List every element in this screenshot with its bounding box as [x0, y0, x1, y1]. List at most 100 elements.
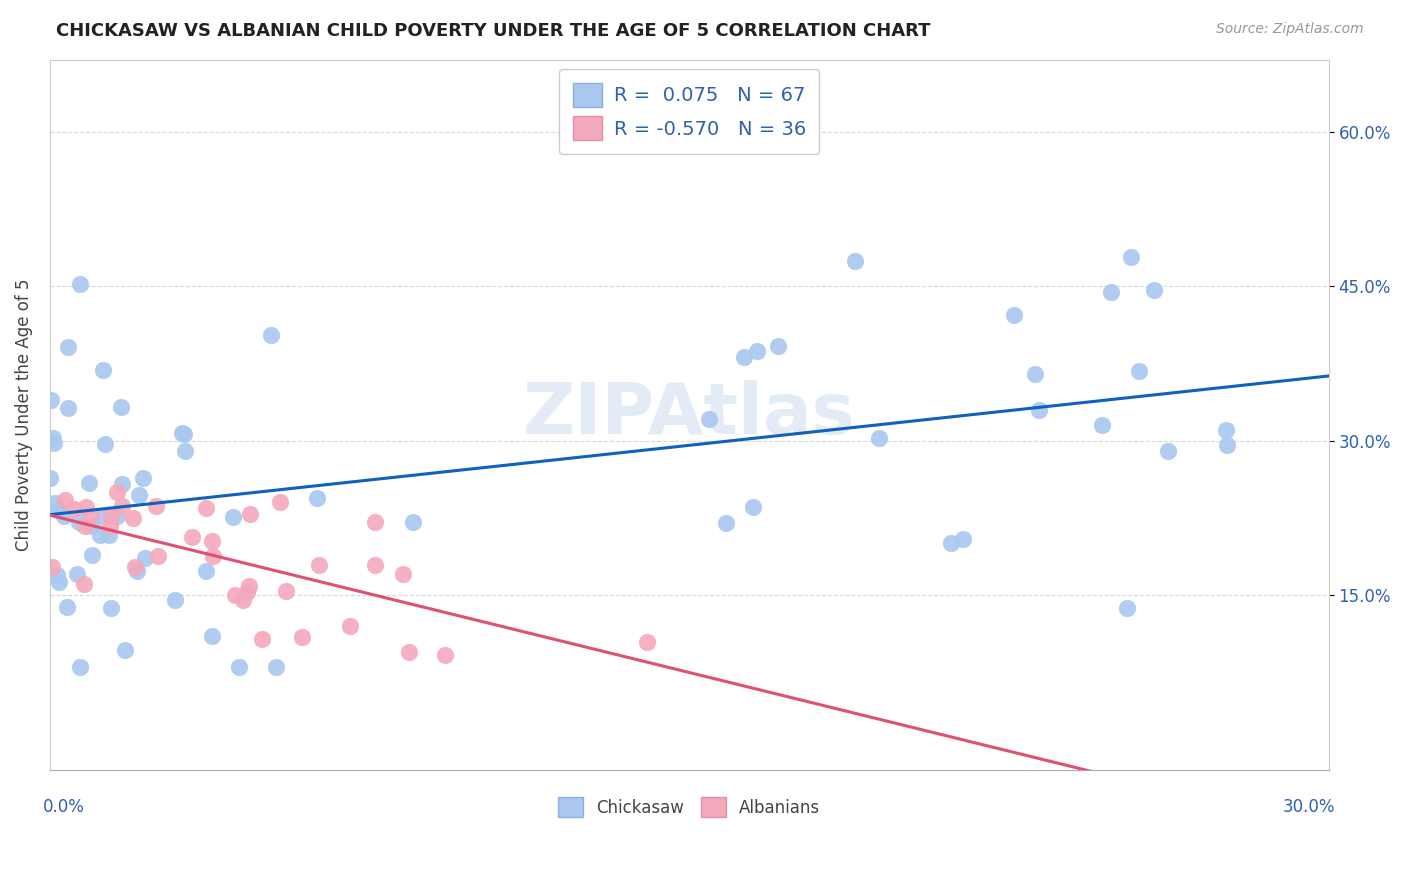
Point — [110, 400, 132, 414]
Point — [714, 516, 737, 530]
Point — [939, 536, 962, 550]
Point — [45, 567, 67, 582]
Point — [250, 632, 273, 647]
Point — [80, 549, 103, 563]
Point — [134, 550, 156, 565]
Point — [89, 528, 111, 542]
Point — [305, 491, 328, 505]
Point — [433, 648, 456, 663]
Point — [100, 508, 122, 523]
Point — [308, 558, 330, 573]
Point — [402, 515, 425, 529]
Point — [55, 600, 77, 615]
Point — [145, 499, 167, 513]
Point — [260, 327, 283, 342]
Point — [228, 660, 250, 674]
Point — [122, 511, 145, 525]
Point — [73, 576, 96, 591]
Text: ZIPAtlas: ZIPAtlas — [523, 380, 855, 450]
Point — [163, 592, 186, 607]
Point — [172, 426, 194, 441]
Point — [58, 340, 80, 354]
Point — [173, 444, 195, 458]
Point — [114, 643, 136, 657]
Point — [53, 492, 76, 507]
Point — [952, 532, 974, 546]
Point — [239, 507, 262, 521]
Point — [48, 574, 70, 589]
Point — [745, 343, 768, 358]
Point — [42, 431, 65, 445]
Point — [844, 254, 866, 268]
Point — [1024, 367, 1046, 381]
Point — [181, 530, 204, 544]
Point — [124, 559, 146, 574]
Point — [269, 495, 291, 509]
Point — [339, 619, 361, 633]
Point — [77, 475, 100, 490]
Text: CHICKASAW VS ALBANIAN CHILD POVERTY UNDER THE AGE OF 5 CORRELATION CHART: CHICKASAW VS ALBANIAN CHILD POVERTY UNDE… — [56, 22, 931, 40]
Point — [91, 362, 114, 376]
Point — [1128, 364, 1150, 378]
Point — [1004, 308, 1026, 322]
Point — [232, 593, 254, 607]
Point — [201, 549, 224, 563]
Point — [1215, 438, 1237, 452]
Point — [100, 601, 122, 615]
Point — [264, 660, 287, 674]
Text: 30.0%: 30.0% — [1282, 798, 1336, 816]
Point — [1121, 250, 1143, 264]
Point — [1099, 285, 1122, 299]
Point — [67, 515, 90, 529]
Point — [1157, 443, 1180, 458]
Point — [110, 499, 132, 513]
Point — [363, 558, 385, 573]
Text: Source: ZipAtlas.com: Source: ZipAtlas.com — [1216, 22, 1364, 37]
Point — [636, 634, 658, 648]
Point — [132, 470, 155, 484]
Point — [1143, 283, 1166, 297]
Point — [111, 476, 134, 491]
Point — [201, 533, 224, 548]
Point — [697, 411, 720, 425]
Point — [733, 350, 755, 364]
Point — [391, 566, 413, 581]
Point — [69, 660, 91, 674]
Point — [93, 509, 115, 524]
Point — [222, 509, 245, 524]
Point — [75, 500, 97, 515]
Point — [62, 502, 84, 516]
Point — [128, 487, 150, 501]
Point — [105, 485, 128, 500]
Point — [42, 436, 65, 450]
Point — [125, 564, 148, 578]
Point — [1215, 423, 1237, 437]
Point — [766, 339, 789, 353]
Point — [398, 645, 420, 659]
Point — [201, 629, 224, 643]
Point — [56, 401, 79, 416]
Point — [98, 519, 121, 533]
Point — [66, 567, 89, 582]
Point — [238, 579, 260, 593]
Legend: Chickasaw, Albanians: Chickasaw, Albanians — [550, 789, 828, 826]
Point — [107, 509, 129, 524]
Point — [742, 500, 765, 514]
Point — [41, 559, 63, 574]
Point — [80, 508, 103, 522]
Point — [73, 519, 96, 533]
Text: 0.0%: 0.0% — [44, 798, 86, 816]
Point — [39, 393, 62, 408]
Point — [94, 437, 117, 451]
Point — [146, 549, 169, 563]
Point — [44, 496, 66, 510]
Point — [53, 508, 76, 523]
Point — [194, 564, 217, 578]
Point — [1091, 417, 1114, 432]
Y-axis label: Child Poverty Under the Age of 5: Child Poverty Under the Age of 5 — [15, 278, 32, 551]
Point — [38, 470, 60, 484]
Point — [98, 528, 121, 542]
Point — [236, 585, 259, 599]
Point — [274, 584, 297, 599]
Point — [1115, 600, 1137, 615]
